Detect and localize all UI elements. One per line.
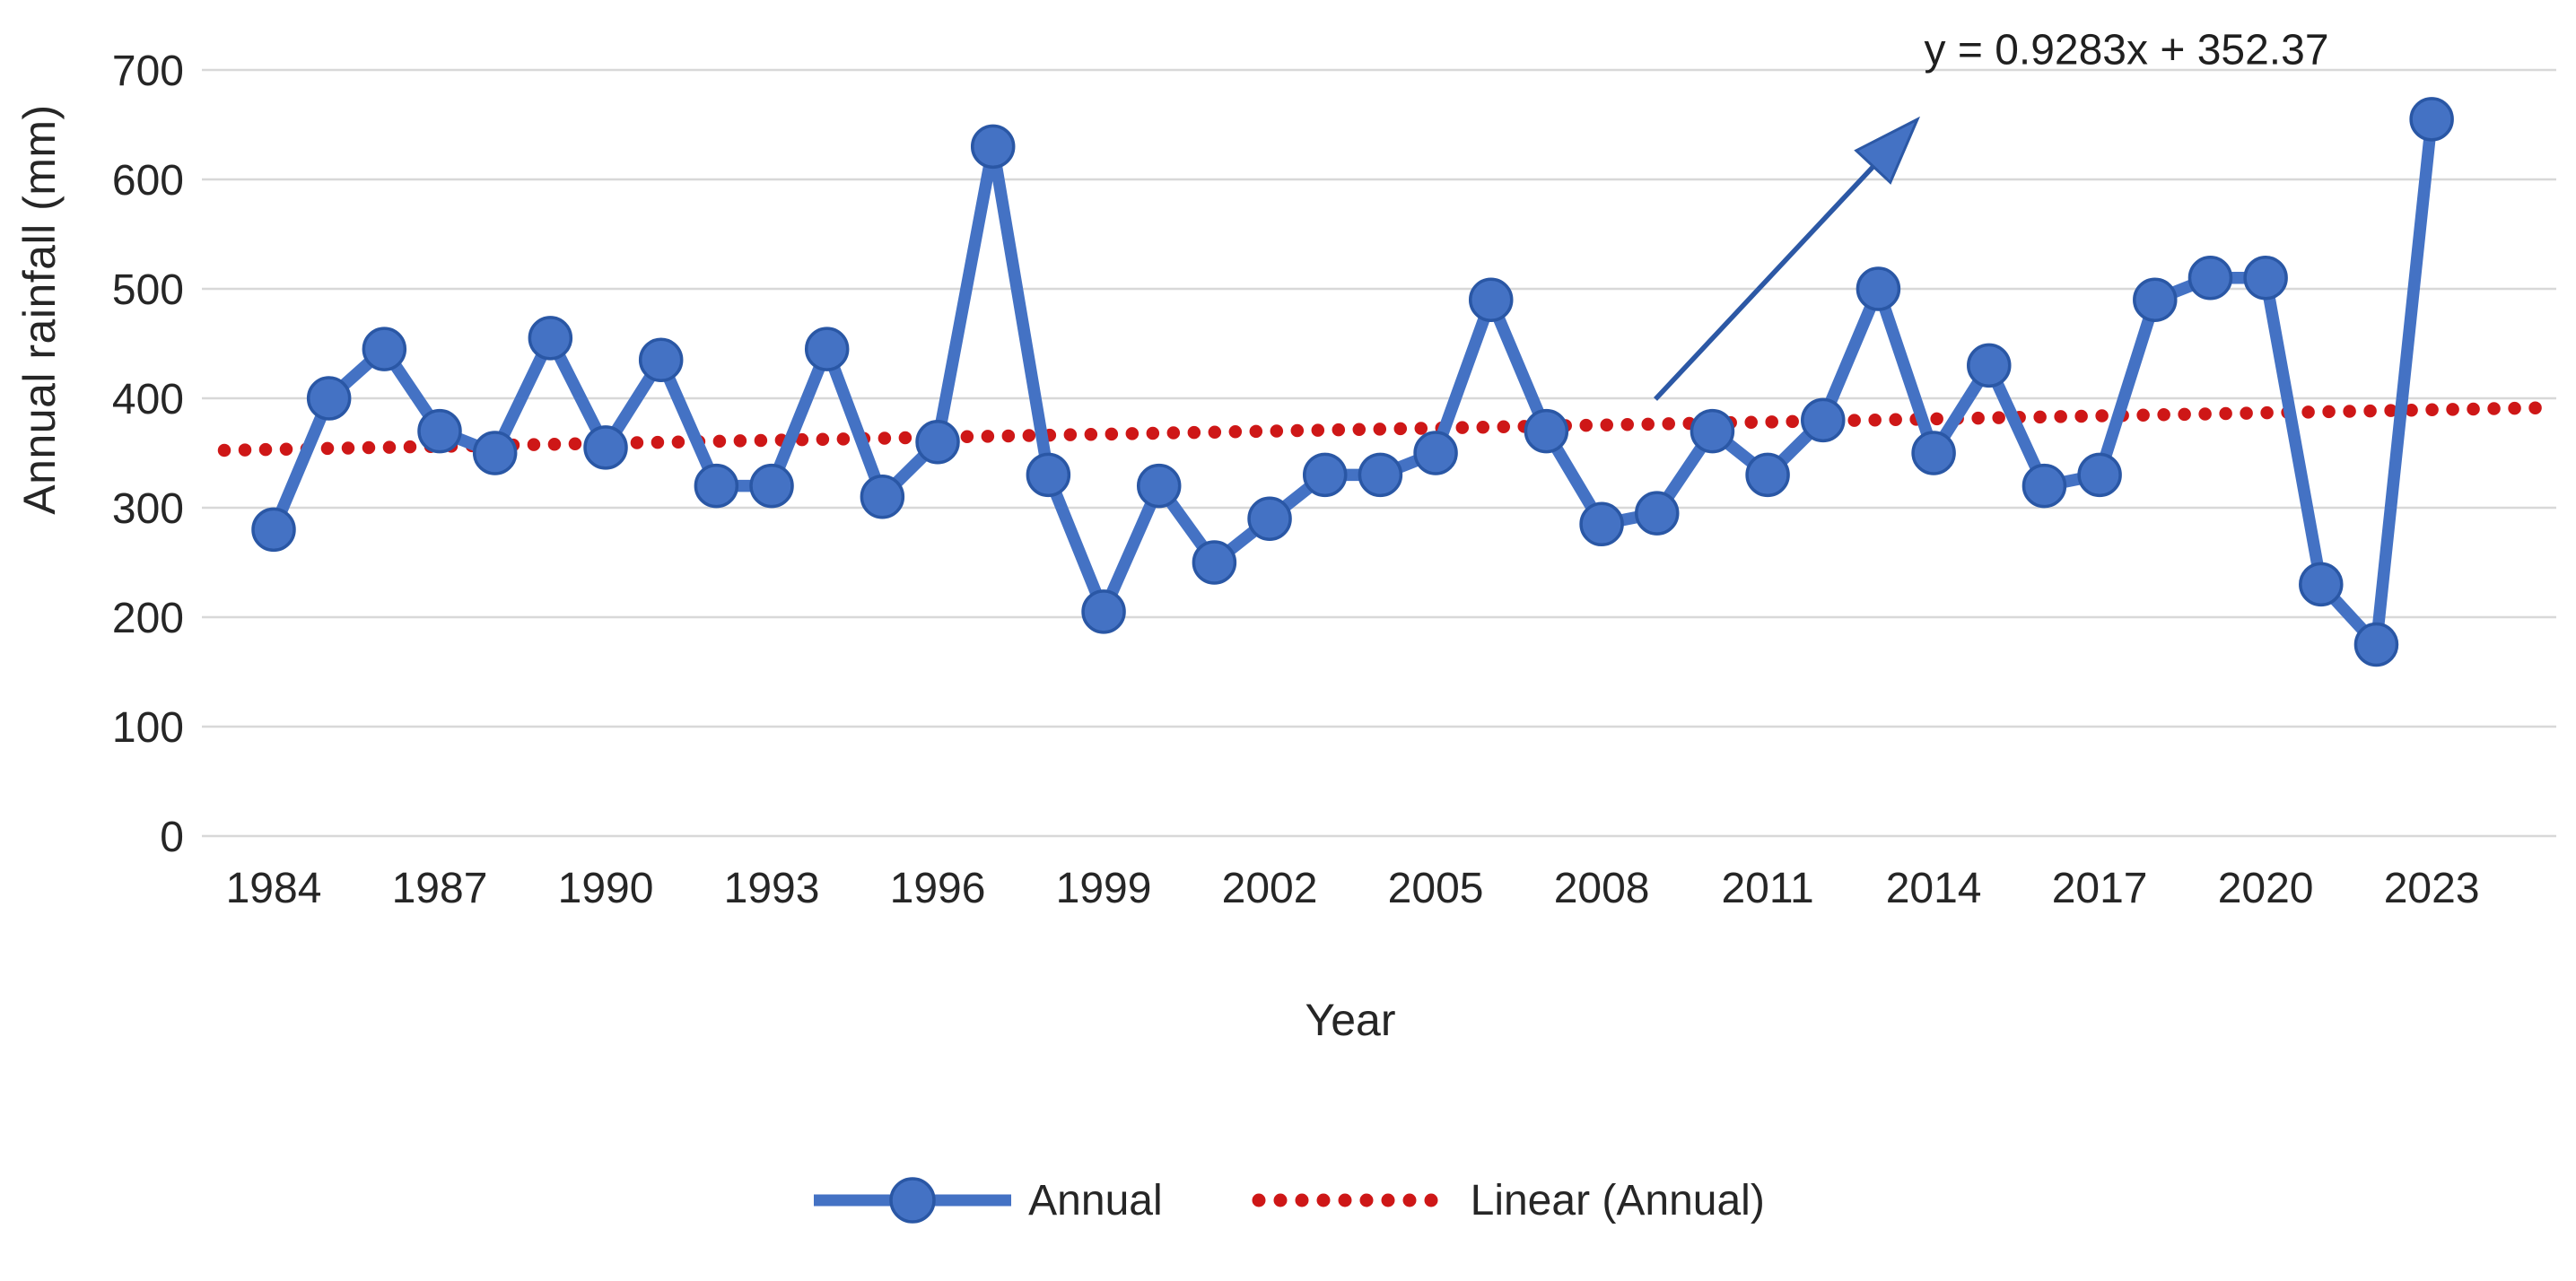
x-tick-label: 2017 [2052, 865, 2148, 912]
data-point-marker [1468, 277, 1514, 322]
data-point-marker [1524, 408, 1569, 454]
x-tick-label: 2020 [2218, 865, 2314, 912]
y-tick-label: 200 [112, 595, 184, 642]
data-point-marker [528, 316, 573, 361]
data-point-marker [362, 327, 407, 371]
data-point-marker [2353, 622, 2399, 667]
data-point-marker [2299, 562, 2344, 607]
x-tick-label: 1987 [392, 865, 488, 912]
x-tick-label: 2005 [1388, 865, 1484, 912]
data-point-marker [1967, 343, 2012, 388]
annotation-arrow-shaft [1653, 164, 1875, 401]
data-point-marker [749, 463, 794, 509]
x-tick-label: 1999 [1056, 865, 1152, 912]
y-axis-title: Annual rainfall (mm) [14, 104, 65, 515]
data-point-marker [1302, 452, 1348, 498]
legend: Annual Linear (Annual) [0, 1172, 2576, 1229]
data-point-marker [1635, 491, 1680, 536]
y-tick-label: 100 [112, 704, 184, 752]
data-point-marker [2409, 97, 2454, 142]
x-tick-label: 1996 [890, 865, 986, 912]
data-point-marker [1579, 501, 1624, 547]
data-point-marker [804, 327, 850, 371]
data-point-marker [1413, 431, 1458, 475]
data-point-marker [472, 431, 518, 475]
data-point-marker [915, 420, 960, 465]
data-point-marker [306, 376, 352, 421]
data-point-marker [1192, 540, 1237, 585]
legend-label-annual: Annual [1028, 1176, 1163, 1224]
y-tick-label: 600 [112, 157, 184, 205]
data-point-marker [970, 124, 1016, 170]
data-point-marker [860, 475, 905, 519]
annual-line-marker-icon [814, 1177, 1012, 1224]
data-point-marker [417, 408, 462, 454]
x-tick-label: 2008 [1554, 865, 1650, 912]
data-point-marker [583, 425, 628, 470]
y-tick-label: 500 [112, 266, 184, 314]
data-point-marker [2243, 256, 2288, 301]
data-point-marker [2133, 277, 2178, 322]
data-point-marker [1856, 266, 1901, 311]
data-point-marker [1690, 408, 1735, 454]
data-point-marker [638, 337, 684, 383]
data-point-marker [2077, 452, 2122, 498]
data-point-marker [251, 507, 296, 553]
x-tick-label: 2011 [1721, 865, 1813, 912]
legend-item-annual: Annual [811, 1172, 1163, 1229]
annotation-arrow-head [1854, 116, 1921, 185]
trendline-equation-label: y = 0.9283x + 352.37 [1924, 26, 2329, 74]
data-point-marker [1247, 496, 1292, 541]
legend-label-linear-annual: Linear (Annual) [1470, 1176, 1765, 1224]
x-tick-label: 2002 [1222, 865, 1318, 912]
x-tick-label: 2023 [2384, 865, 2480, 912]
y-tick-label: 400 [112, 376, 184, 423]
x-axis-title: Year [1305, 995, 1396, 1045]
data-point-marker [2022, 463, 2067, 509]
data-point-marker [2187, 256, 2233, 301]
data-point-marker [1358, 452, 1403, 498]
legend-item-linear-annual: Linear (Annual) [1248, 1172, 1765, 1229]
linear-trend-dotted-icon [1252, 1193, 1456, 1207]
y-tick-label: 700 [112, 48, 184, 95]
trendline-linear-annual [217, 401, 2555, 458]
data-point-marker [1745, 452, 1790, 498]
annual-series-line [267, 113, 2438, 651]
data-point-marker [694, 463, 739, 509]
x-tick-label: 1990 [558, 865, 654, 912]
data-point-marker [1081, 589, 1126, 634]
data-point-marker [1911, 431, 1956, 475]
data-point-marker [1136, 463, 1182, 509]
x-tick-label: 1993 [724, 865, 820, 912]
y-tick-label: 300 [112, 485, 184, 533]
data-point-marker [1026, 452, 1071, 498]
y-tick-label: 0 [160, 814, 184, 861]
x-tick-label: 2014 [1886, 865, 1982, 912]
data-point-marker [1801, 397, 1846, 443]
x-tick-label: 1984 [226, 865, 322, 912]
